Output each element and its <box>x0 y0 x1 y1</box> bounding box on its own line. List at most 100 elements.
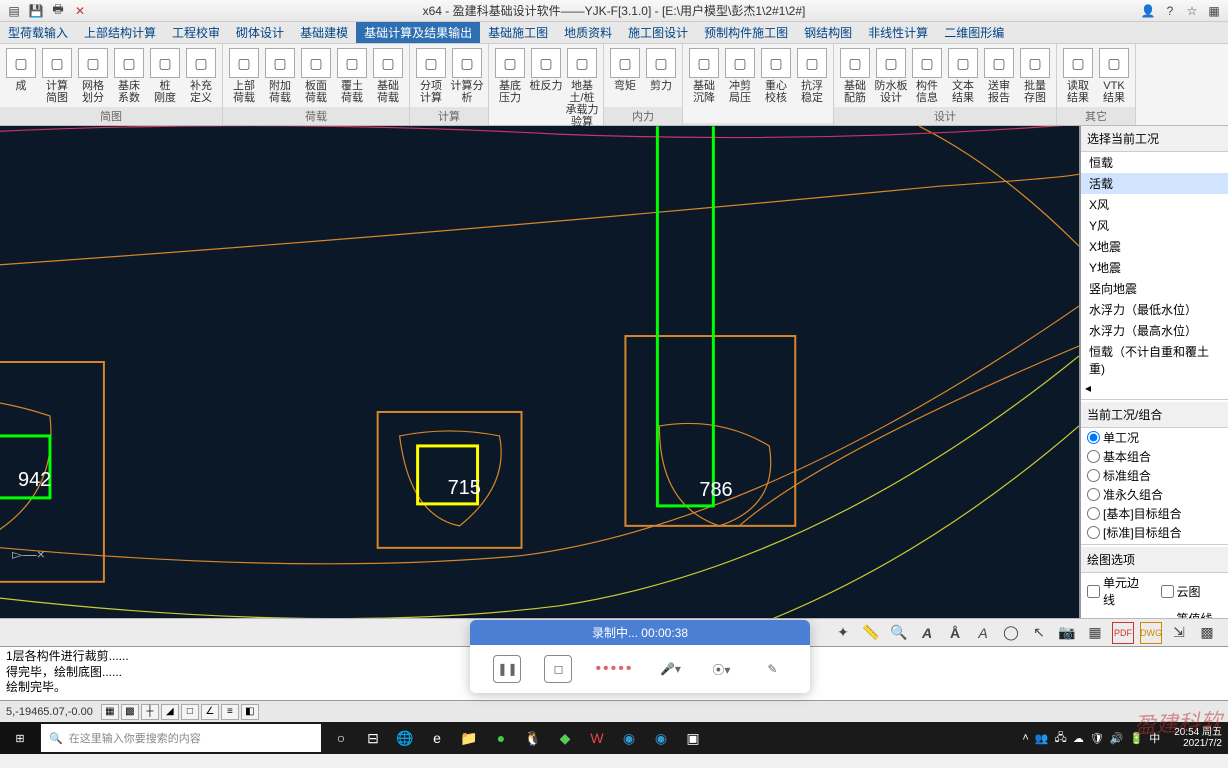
menu-tab[interactable]: 非线性计算 <box>860 22 936 44</box>
cad-canvas[interactable]: 942715786 ▻—× <box>0 126 1080 618</box>
case-item[interactable]: Y风 <box>1081 215 1228 236</box>
qq-icon[interactable]: 🐧 <box>519 724 547 752</box>
ribbon-button[interactable]: ▢桩 刚度 <box>148 46 182 107</box>
tray-vol-icon[interactable]: 🔊 <box>1110 732 1124 745</box>
radio-row[interactable]: 单工况 <box>1081 428 1228 447</box>
menu-tab[interactable]: 上部结构计算 <box>76 22 164 44</box>
taskbar-clock[interactable]: 20:54 周五 2021/7/2 <box>1168 727 1228 749</box>
check-input[interactable] <box>1087 585 1100 598</box>
menu-tab[interactable]: 预制构件施工图 <box>696 22 796 44</box>
edge-icon[interactable]: e <box>423 724 451 752</box>
yjk1-icon[interactable]: ◉ <box>615 724 643 752</box>
tray-net-icon[interactable]: 🖧 <box>1055 729 1067 748</box>
close-doc-icon[interactable]: ✕ <box>72 3 88 19</box>
a3-icon[interactable]: A <box>972 622 994 644</box>
wps-icon[interactable]: W <box>583 724 611 752</box>
ribbon-button[interactable]: ▢基础 荷载 <box>371 46 405 107</box>
taskview-icon[interactable]: ⊟ <box>359 724 387 752</box>
tray-people-icon[interactable]: 👥 <box>1035 732 1049 745</box>
cortana-icon[interactable]: ○ <box>327 724 355 752</box>
ortho-toggle[interactable]: ┼ <box>141 704 159 720</box>
ribbon-button[interactable]: ▢网格 划分 <box>76 46 110 107</box>
tray-ime-icon[interactable]: 中 <box>1149 730 1160 746</box>
case-item[interactable]: 活载 <box>1081 173 1228 194</box>
menu-tab[interactable]: 工程校审 <box>164 22 228 44</box>
user-icon[interactable]: 👤 <box>1140 3 1156 19</box>
ribbon-button[interactable]: ▢构件 信息 <box>910 46 944 107</box>
mic-button[interactable]: 🎤▾ <box>656 655 684 683</box>
ribbon-button[interactable]: ▢附加 荷载 <box>263 46 297 107</box>
osnap-toggle[interactable]: □ <box>181 704 199 720</box>
check-row[interactable]: 云图 <box>1155 573 1228 609</box>
ribbon-button[interactable]: ▢VTK 结果 <box>1097 46 1131 107</box>
ribbon-button[interactable]: ▢基床 系数 <box>112 46 146 107</box>
radio-row[interactable]: [标准]目标组合 <box>1081 523 1228 542</box>
menu-tab[interactable]: 钢结构图 <box>796 22 860 44</box>
radio-input[interactable] <box>1087 488 1100 501</box>
case-item[interactable]: 水浮力（最高水位） <box>1081 320 1228 341</box>
dwg-icon[interactable]: DWG <box>1140 622 1162 644</box>
ribbon-button[interactable]: ▢基底 压力 <box>493 46 527 128</box>
app1-icon[interactable]: ◆ <box>551 724 579 752</box>
system-tray[interactable]: ˄ 👥 🖧 ☁ 🛡 🔊 🔋 中 <box>1014 729 1168 748</box>
menu-tab[interactable]: 型荷载输入 <box>0 22 76 44</box>
a-icon[interactable]: A <box>916 622 938 644</box>
radio-input[interactable] <box>1087 526 1100 539</box>
compass-icon[interactable]: ✦ <box>832 622 854 644</box>
ribbon-button[interactable]: ▢基础 沉降 <box>687 46 721 123</box>
radio-input[interactable] <box>1087 469 1100 482</box>
menu-tab[interactable]: 砌体设计 <box>228 22 292 44</box>
ribbon-button[interactable]: ▢补充 定义 <box>184 46 218 107</box>
check-row[interactable]: 数值 <box>1081 609 1155 618</box>
grid-toggle[interactable]: ▩ <box>121 704 139 720</box>
case-item[interactable]: 恒载（不计自重和覆土重) <box>1081 341 1228 379</box>
chrome-icon[interactable]: 🌐 <box>391 724 419 752</box>
check-input[interactable] <box>1161 585 1174 598</box>
grid-icon[interactable]: ▩ <box>1196 622 1218 644</box>
settings-icon[interactable]: ▦ <box>1206 3 1222 19</box>
start-button[interactable]: ⊞ <box>0 722 40 754</box>
radio-row[interactable]: [基本]目标组合 <box>1081 504 1228 523</box>
check-row[interactable]: 等值线数 <box>1155 609 1228 618</box>
menu-tab[interactable]: 基础建模 <box>292 22 356 44</box>
tray-up-icon[interactable]: ˄ <box>1022 732 1028 744</box>
ribbon-button[interactable]: ▢桩反力 <box>529 46 563 128</box>
help-icon[interactable]: ? <box>1162 3 1178 19</box>
ribbon-button[interactable]: ▢成 <box>4 46 38 107</box>
case-item[interactable]: Y地震 <box>1081 257 1228 278</box>
star-icon[interactable]: ☆ <box>1184 3 1200 19</box>
tray-shield-icon[interactable]: 🛡 <box>1090 732 1104 745</box>
radio-row[interactable]: 标准组合 <box>1081 466 1228 485</box>
ribbon-button[interactable]: ▢地基土/桩 承载力验算 <box>565 46 599 128</box>
otrack-toggle[interactable]: ∠ <box>201 704 219 720</box>
ribbon-button[interactable]: ▢文本 结果 <box>946 46 980 107</box>
recorder-overlay[interactable]: 录制中... 00:00:38 ❚❚ ◻ ••••• 🎤▾ ⦿▾ ✎ <box>470 620 810 693</box>
ribbon-button[interactable]: ▢读取 结果 <box>1061 46 1095 107</box>
case-item[interactable]: X地震 <box>1081 236 1228 257</box>
polar-toggle[interactable]: ◢ <box>161 704 179 720</box>
ribbon-button[interactable]: ▢冲剪 局压 <box>723 46 757 123</box>
save-icon[interactable]: 💾 <box>28 3 44 19</box>
pointer-icon[interactable]: ↖ <box>1028 622 1050 644</box>
radio-row[interactable]: 准永久组合 <box>1081 485 1228 504</box>
zoom-icon[interactable]: 🔍 <box>888 622 910 644</box>
case-item[interactable]: 恒载 <box>1081 152 1228 173</box>
layers-icon[interactable]: ▦ <box>1084 622 1106 644</box>
radio-row[interactable]: 基本组合 <box>1081 447 1228 466</box>
scroll-left-icon[interactable]: ◂ <box>1085 381 1091 395</box>
model-toggle[interactable]: ◧ <box>241 704 259 720</box>
menu-tab[interactable]: 基础计算及结果输出 <box>356 22 480 44</box>
a2-icon[interactable]: Å <box>944 622 966 644</box>
ribbon-button[interactable]: ▢覆土 荷载 <box>335 46 369 107</box>
ribbon-button[interactable]: ▢弯矩 <box>608 46 642 107</box>
snap-toggle[interactable]: ▦ <box>101 704 119 720</box>
check-row[interactable]: 单元边线 <box>1081 573 1155 609</box>
case-item[interactable]: X风 <box>1081 194 1228 215</box>
lwt-toggle[interactable]: ≡ <box>221 704 239 720</box>
print-icon[interactable]: 🖶 <box>50 3 66 19</box>
explorer-icon[interactable]: 📁 <box>455 724 483 752</box>
radio-input[interactable] <box>1087 431 1100 444</box>
cam-button[interactable]: ⦿▾ <box>707 655 735 683</box>
ribbon-button[interactable]: ▢分项 计算 <box>414 46 448 107</box>
stop-button[interactable]: ◻ <box>544 655 572 683</box>
